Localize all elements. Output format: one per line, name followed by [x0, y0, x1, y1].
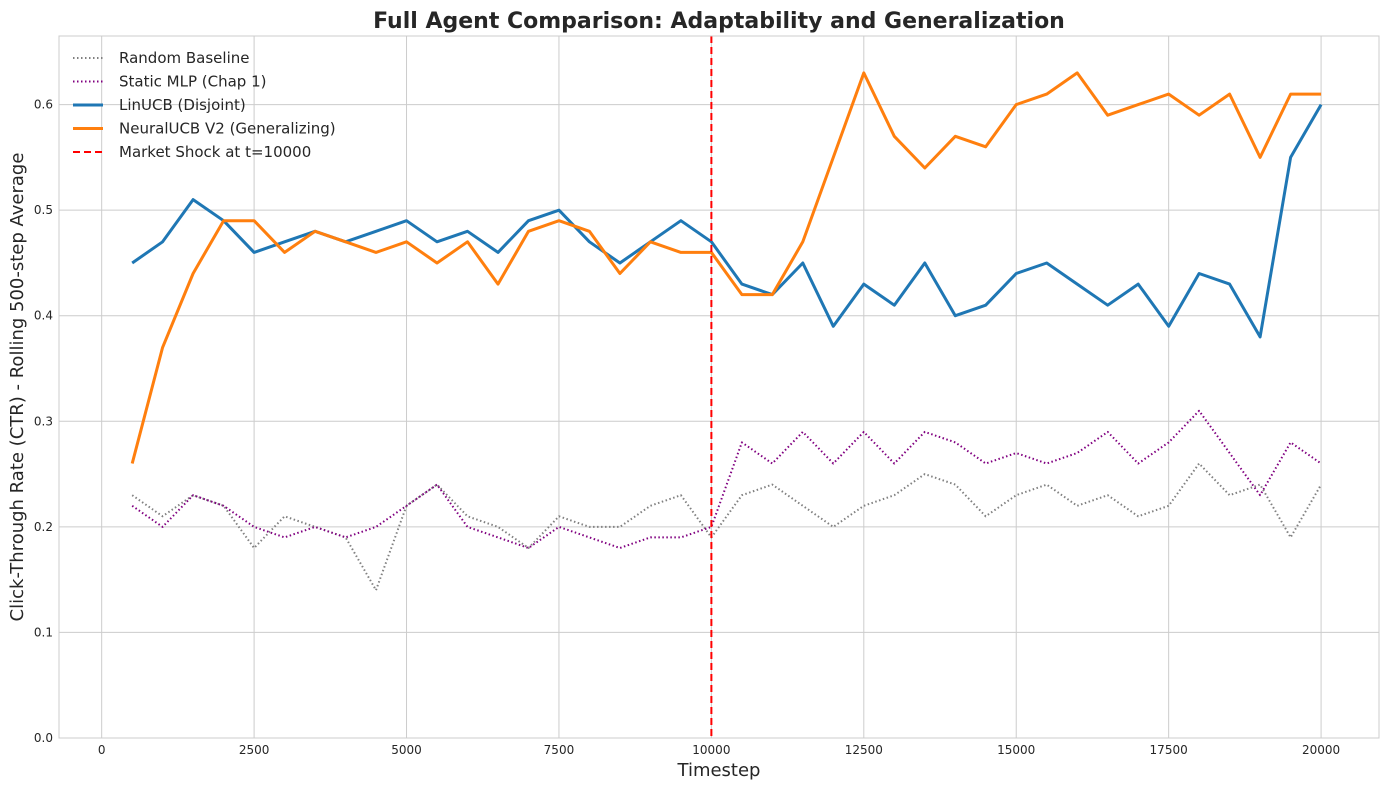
legend-label-4: NeuralUCB V2 (Generalizing) — [119, 120, 336, 138]
series-line-2 — [131, 409, 1322, 549]
x-tick-label: 2500 — [239, 743, 270, 757]
legend-label-3: LinUCB (Disjoint) — [119, 96, 246, 114]
x-tick-label: 20000 — [1302, 743, 1340, 757]
x-tick-label: 10000 — [692, 743, 730, 757]
ticks: 0 2500 5000 7500 10000 12500 15000 17500 20000 0.… — [34, 98, 1340, 757]
legend-label-5: Market Shock at t=10000 — [119, 143, 311, 161]
y-axis-label: Click-Through Rate (CTR) - Rolling 500-s… — [7, 153, 28, 622]
x-tick-label: 5000 — [391, 743, 422, 757]
y-tick-label: 0.6 — [34, 98, 53, 112]
legend: Random Baseline Static MLP (Chap 1) LinUCB… — [73, 49, 336, 161]
x-tick-label: 12500 — [845, 743, 883, 757]
grid — [59, 36, 1379, 739]
y-tick-label: 0.4 — [34, 309, 53, 323]
y-tick-label: 0.5 — [34, 203, 53, 217]
x-axis-label: Timestep — [677, 760, 761, 781]
plot-area — [130, 36, 1323, 738]
y-tick-label: 0.2 — [34, 520, 53, 534]
plot-frame — [58, 35, 1380, 739]
legend-label-2: Static MLP (Chap 1) — [119, 73, 266, 91]
y-tick-label: 0.0 — [34, 731, 53, 745]
legend-label-1: Random Baseline — [119, 49, 249, 67]
series-line-4 — [130, 71, 1322, 464]
x-tick-label: 0 — [98, 743, 106, 757]
x-tick-label: 15000 — [997, 743, 1035, 757]
x-tick-label: 17500 — [1150, 743, 1188, 757]
chart-title: Full Agent Comparison: Adaptability and … — [373, 9, 1065, 34]
x-tick-label: 7500 — [544, 743, 575, 757]
y-tick-label: 0.1 — [34, 625, 53, 639]
series-line-3 — [131, 103, 1323, 339]
y-tick-label: 0.3 — [34, 414, 53, 428]
